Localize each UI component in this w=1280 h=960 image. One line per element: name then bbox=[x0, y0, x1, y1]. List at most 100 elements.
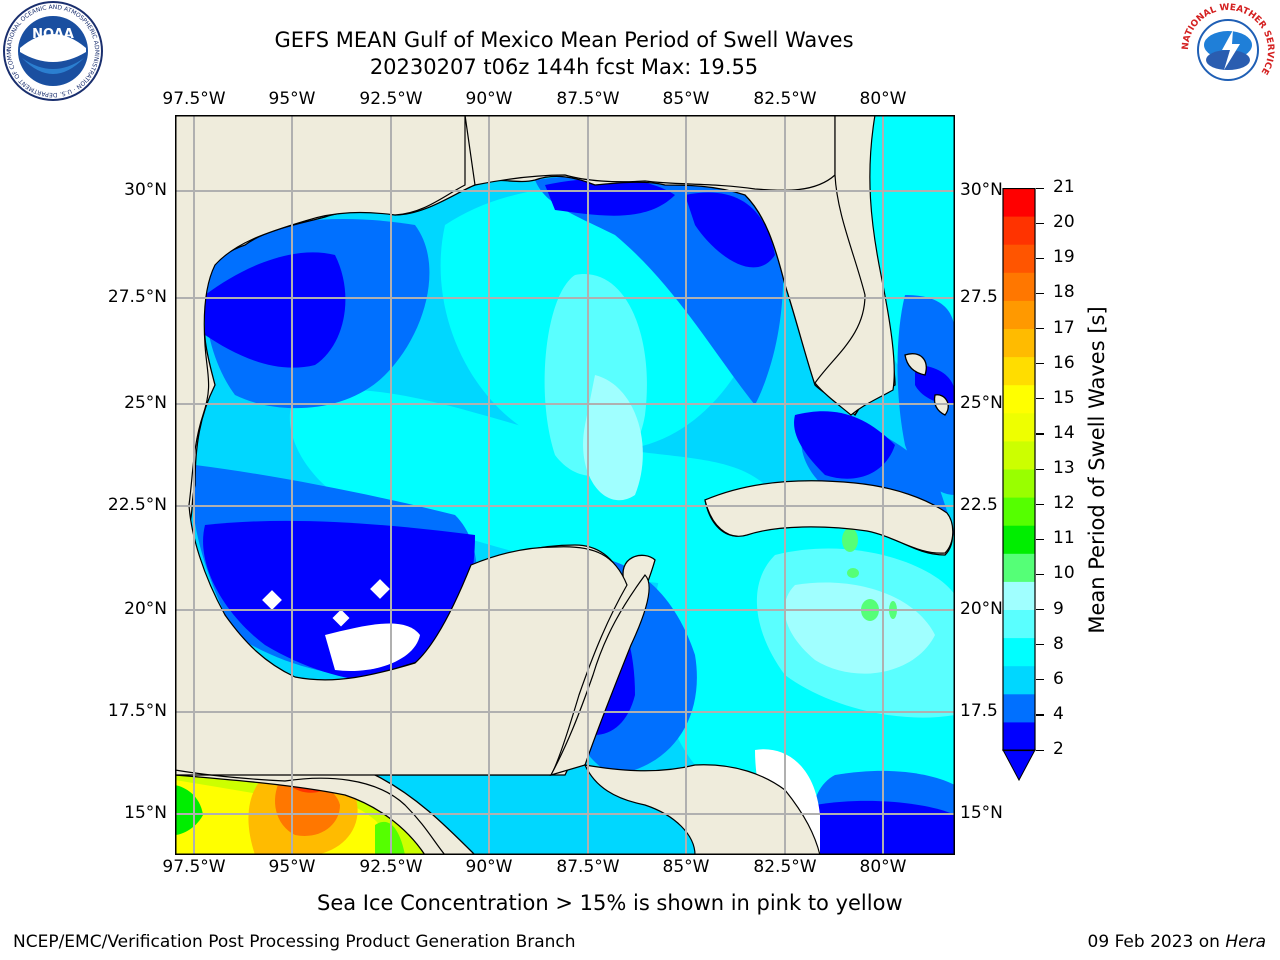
lat-label-right: 20°N bbox=[960, 599, 1003, 619]
lat-label-right: 15°N bbox=[960, 803, 1003, 823]
colorbar-swatch bbox=[1003, 553, 1035, 582]
colorbar-swatch bbox=[1003, 328, 1035, 358]
lat-label-left: 30°N bbox=[124, 180, 167, 200]
lat-label-right: 25°N bbox=[960, 393, 1003, 413]
colorbar-swatch bbox=[1003, 721, 1035, 751]
colorbar-tick-mark bbox=[1036, 749, 1044, 751]
lon-label-bottom: 87.5°W bbox=[556, 857, 620, 877]
colorbar-tick-label: 9 bbox=[1053, 598, 1064, 619]
colorbar-tick-mark bbox=[1036, 644, 1044, 646]
colorbar-tick-label: 11 bbox=[1053, 528, 1075, 549]
colorbar-tick-mark bbox=[1036, 714, 1044, 716]
colorbar-tick-mark bbox=[1036, 609, 1044, 611]
lon-label-bottom: 82.5°W bbox=[753, 857, 817, 877]
colorbar-swatch bbox=[1003, 525, 1035, 554]
map-panel bbox=[175, 115, 955, 855]
colorbar-tick-mark bbox=[1036, 468, 1044, 470]
svg-text:NOAA: NOAA bbox=[32, 27, 74, 42]
colorbar-swatch bbox=[1003, 440, 1035, 470]
lat-label-right: 17.5 bbox=[960, 701, 998, 721]
colorbar-tick-mark bbox=[1036, 538, 1044, 540]
nws-logo: NATIONAL WEATHER SERVICE bbox=[1178, 0, 1278, 100]
colorbar-swatch bbox=[1003, 665, 1035, 695]
colorbar-swatch bbox=[1003, 216, 1035, 245]
chart-title: GEFS MEAN Gulf of Mexico Mean Period of … bbox=[274, 28, 854, 52]
lon-label-top: 80°W bbox=[859, 89, 907, 109]
lat-label-right: 30°N bbox=[960, 180, 1003, 200]
colorbar-swatch bbox=[1003, 188, 1035, 217]
colorbar bbox=[1002, 187, 1036, 782]
lat-label-right: 22.5 bbox=[960, 495, 998, 515]
colorbar-tick-mark bbox=[1036, 363, 1044, 365]
colorbar-tick-mark bbox=[1036, 573, 1044, 576]
colorbar-swatch bbox=[1003, 497, 1035, 526]
colorbar-tick-label: 12 bbox=[1053, 493, 1075, 514]
colorbar-swatch bbox=[1003, 384, 1035, 414]
colorbar-swatches bbox=[1002, 187, 1036, 782]
colorbar-tick-label: 15 bbox=[1053, 387, 1075, 408]
colorbar-tick-mark bbox=[1036, 187, 1044, 189]
colorbar-tick-label: 21 bbox=[1053, 177, 1075, 197]
colorbar-tick-mark bbox=[1036, 433, 1044, 435]
lon-label-bottom: 90°W bbox=[465, 857, 513, 877]
lat-label-left: 22.5°N bbox=[107, 495, 167, 515]
lon-label-bottom: 80°W bbox=[859, 857, 907, 877]
map-grid bbox=[175, 115, 955, 855]
lat-label-left: 15°N bbox=[124, 803, 167, 823]
footer-host: Hera bbox=[1225, 932, 1266, 952]
colorbar-tick-label: 13 bbox=[1053, 458, 1075, 478]
lon-label-bottom: 92.5°W bbox=[359, 857, 423, 877]
chart-subtitle: 20230207 t06z 144h fcst Max: 19.55 bbox=[369, 55, 759, 79]
sea-ice-note: Sea Ice Concentration > 15% is shown in … bbox=[317, 891, 903, 915]
colorbar-swatch bbox=[1003, 356, 1035, 386]
colorbar-tick-label: 10 bbox=[1053, 563, 1075, 584]
lon-label-bottom: 95°W bbox=[268, 857, 316, 877]
footer-branch: NCEP/EMC/Verification Post Processing Pr… bbox=[13, 932, 576, 952]
colorbar-frame bbox=[1002, 187, 1036, 752]
colorbar-swatch bbox=[1003, 469, 1035, 498]
colorbar-tick-mark bbox=[1036, 679, 1044, 681]
colorbar-label: Mean Period of Swell Waves [s] bbox=[1085, 306, 1109, 634]
colorbar-tick-label: 6 bbox=[1053, 668, 1064, 689]
colorbar-tick-label: 2 bbox=[1053, 739, 1064, 759]
colorbar-swatch bbox=[1003, 412, 1035, 442]
lon-label-top: 90°W bbox=[465, 89, 513, 109]
colorbar-tick-mark bbox=[1036, 328, 1044, 330]
lat-label-left: 25°N bbox=[124, 393, 167, 413]
colorbar-swatch bbox=[1003, 300, 1035, 329]
colorbar-tick-mark bbox=[1036, 398, 1044, 400]
lon-label-top: 85°W bbox=[662, 89, 710, 109]
colorbar-extend-arrow bbox=[1002, 749, 1036, 782]
colorbar-tick-label: 19 bbox=[1053, 247, 1075, 268]
lon-label-top: 95°W bbox=[268, 89, 316, 109]
lon-label-top: 87.5°W bbox=[556, 89, 620, 109]
lon-label-top: 82.5°W bbox=[753, 89, 817, 109]
lat-label-left: 17.5°N bbox=[107, 701, 167, 721]
colorbar-swatch bbox=[1003, 581, 1035, 610]
colorbar-swatch bbox=[1003, 272, 1035, 301]
colorbar-tick-label: 18 bbox=[1053, 282, 1075, 303]
swell-period-map bbox=[175, 115, 955, 855]
colorbar-swatch bbox=[1003, 637, 1035, 667]
colorbar-tick-label: 14 bbox=[1053, 422, 1075, 443]
lon-label-bottom: 85°W bbox=[662, 857, 710, 877]
lon-label-top: 97.5°W bbox=[162, 89, 226, 109]
colorbar-tick-mark bbox=[1036, 222, 1044, 224]
colorbar-tick-mark bbox=[1036, 503, 1044, 505]
colorbar-swatch bbox=[1003, 244, 1035, 273]
lon-label-top: 92.5°W bbox=[359, 89, 423, 109]
colorbar-tick-label: 20 bbox=[1053, 212, 1075, 233]
lat-label-left: 20°N bbox=[124, 599, 167, 619]
footer-date: 09 Feb 2023 on Hera bbox=[1088, 932, 1266, 952]
colorbar-swatch bbox=[1003, 609, 1035, 639]
footer-date-text: 09 Feb 2023 on bbox=[1087, 932, 1226, 952]
colorbar-tick-mark bbox=[1036, 292, 1044, 295]
lat-label-right: 27.5 bbox=[960, 287, 998, 307]
colorbar-swatch bbox=[1003, 693, 1035, 723]
colorbar-tick-label: 17 bbox=[1053, 317, 1075, 338]
colorbar-tick-label: 16 bbox=[1053, 352, 1075, 373]
colorbar-tick-label: 8 bbox=[1053, 633, 1064, 654]
noaa-logo: NATIONAL OCEANIC AND ATMOSPHERIC ADMINIS… bbox=[0, 0, 104, 102]
colorbar-tick-mark bbox=[1036, 257, 1044, 259]
lon-label-bottom: 97.5°W bbox=[162, 857, 226, 877]
